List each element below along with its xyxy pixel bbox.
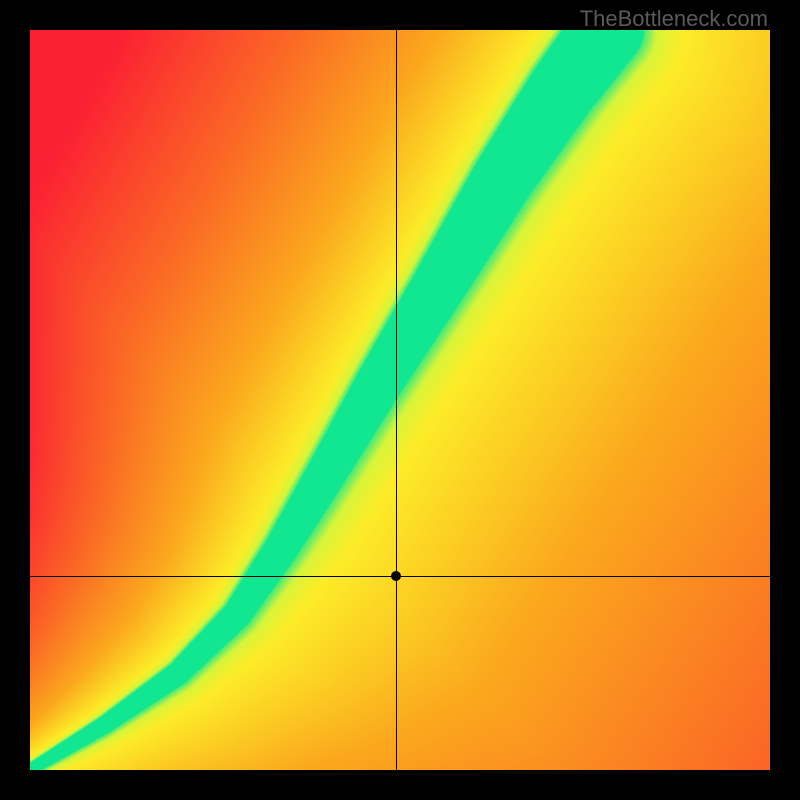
crosshair-vertical — [396, 30, 397, 770]
heatmap-canvas — [30, 30, 770, 770]
plot-area — [30, 30, 770, 770]
marker-dot — [391, 571, 401, 581]
chart-container: TheBottleneck.com — [0, 0, 800, 800]
watermark-text: TheBottleneck.com — [580, 6, 768, 32]
